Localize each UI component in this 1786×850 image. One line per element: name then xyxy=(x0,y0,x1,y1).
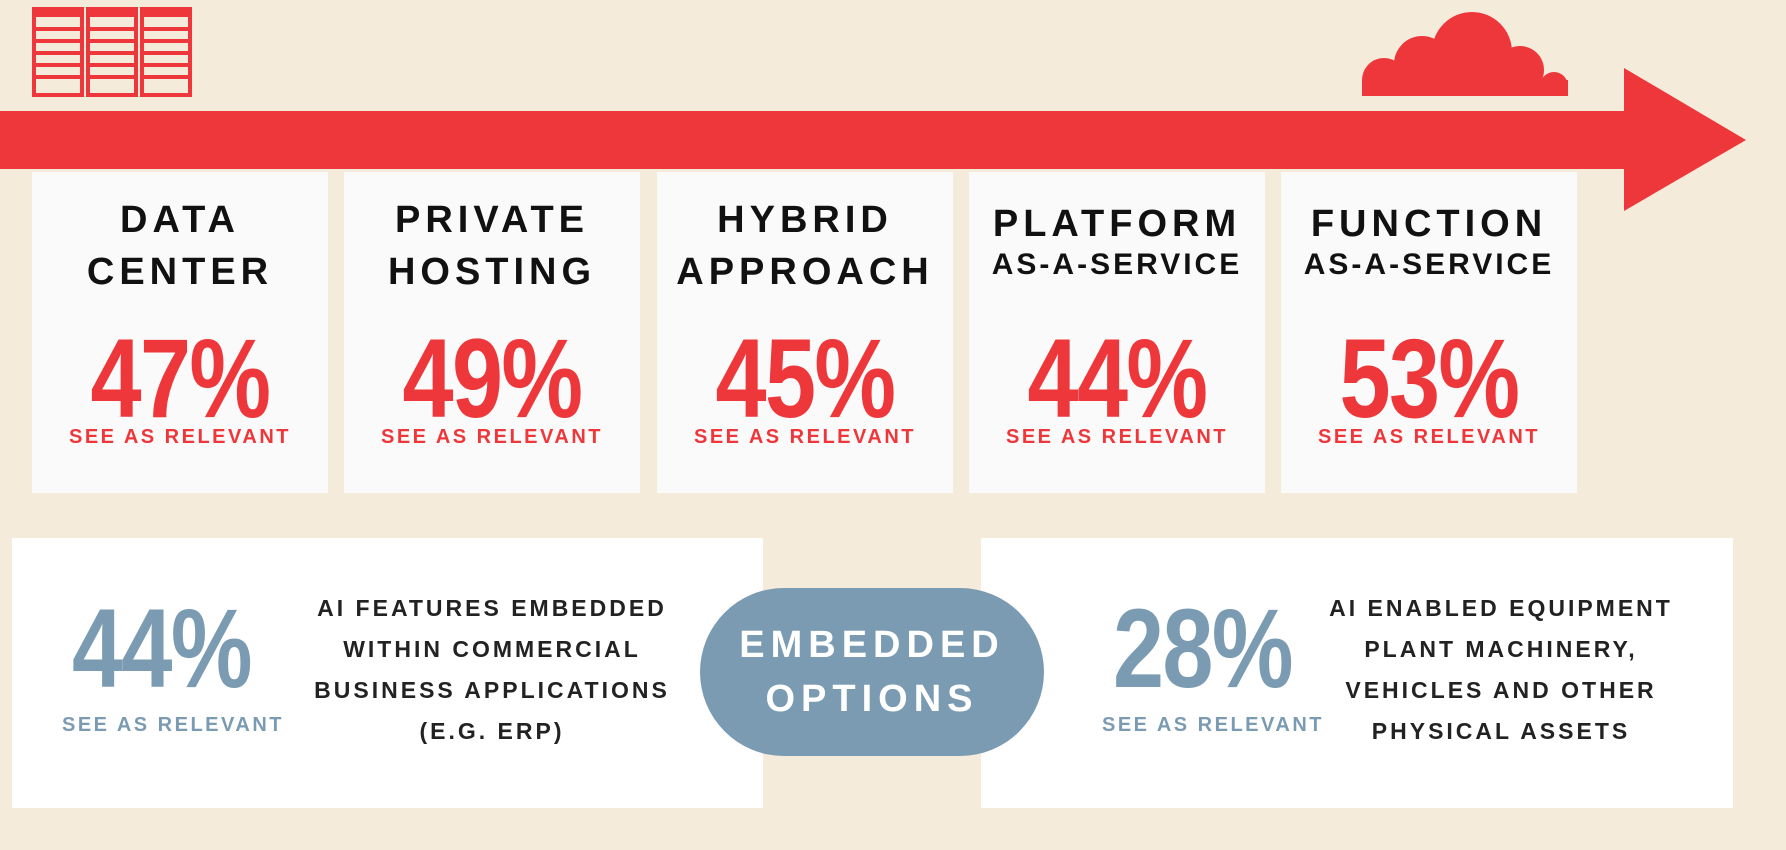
card-title-line2: AS-A-SERVICE xyxy=(1303,248,1555,281)
card-title-line1: DATA xyxy=(120,199,240,241)
description-line: PHYSICAL ASSETS xyxy=(1371,718,1631,744)
server-rack-icon xyxy=(32,7,192,97)
card-title-line2: APPROACH xyxy=(676,251,934,293)
card-percent: 53% xyxy=(1339,316,1521,441)
description-line: AI ENABLED EQUIPMENT xyxy=(1329,595,1673,621)
card-title: HYBRID APPROACH xyxy=(657,194,953,298)
panel-percent: 28% xyxy=(1113,586,1294,711)
card-title: DATA CENTER xyxy=(32,194,328,298)
card-function-as-a-service: FUNCTION AS-A-SERVICE 53% SEE AS RELEVAN… xyxy=(1281,172,1577,493)
embedded-label-line1: EMBEDDED xyxy=(739,624,1005,666)
panel-description: AI ENABLED EQUIPMENT PLANT MACHINERY, VE… xyxy=(1301,588,1701,752)
card-percent: 44% xyxy=(1027,316,1209,441)
embedded-label-line2: OPTIONS xyxy=(765,678,979,720)
description-line: PLANT MACHINERY, xyxy=(1364,636,1638,662)
card-percent: 47% xyxy=(90,316,272,441)
description-line: WITHIN COMMERCIAL xyxy=(343,636,641,662)
card-relevant-label: SEE AS RELEVANT xyxy=(694,426,916,448)
description-line: (E.G. ERP) xyxy=(419,718,565,744)
physical-assets-panel: 28% SEE AS RELEVANT AI ENABLED EQUIPMENT… xyxy=(981,538,1733,808)
card-title-line2: HOSTING xyxy=(387,251,597,293)
panel-relevant-label: SEE AS RELEVANT xyxy=(1102,714,1324,736)
panel-percent: 44% xyxy=(72,586,253,711)
description-line: BUSINESS APPLICATIONS xyxy=(314,677,670,703)
panel-relevant-label: SEE AS RELEVANT xyxy=(62,714,284,736)
card-platform-as-a-service: PLATFORM AS-A-SERVICE 44% SEE AS RELEVAN… xyxy=(969,172,1265,493)
card-title-line2: CENTER xyxy=(86,251,274,293)
card-relevant-label: SEE AS RELEVANT xyxy=(1006,426,1228,448)
cloud-icon xyxy=(1362,12,1568,96)
card-relevant-label: SEE AS RELEVANT xyxy=(69,426,291,448)
card-title-line1: PLATFORM xyxy=(992,203,1242,245)
card-percent: 45% xyxy=(715,316,897,441)
description-line: AI FEATURES EMBEDDED xyxy=(317,595,667,621)
card-relevant-label: SEE AS RELEVANT xyxy=(381,426,603,448)
card-title-line1: HYBRID xyxy=(717,199,893,241)
embedded-business-apps-panel: 44% SEE AS RELEVANT AI FEATURES EMBEDDED… xyxy=(12,538,763,808)
panel-description: AI FEATURES EMBEDDED WITHIN COMMERCIAL B… xyxy=(282,588,702,752)
description-line: VEHICLES AND OTHER xyxy=(1345,677,1657,703)
card-title: PRIVATE HOSTING xyxy=(344,194,640,298)
card-data-center: DATA CENTER 47% SEE AS RELEVANT xyxy=(32,172,328,493)
card-title: PLATFORM AS-A-SERVICE xyxy=(969,194,1265,282)
card-title-line1: PRIVATE xyxy=(394,199,590,241)
card-private-hosting: PRIVATE HOSTING 49% SEE AS RELEVANT xyxy=(344,172,640,493)
card-hybrid-approach: HYBRID APPROACH 45% SEE AS RELEVANT xyxy=(657,172,953,493)
card-title: FUNCTION AS-A-SERVICE xyxy=(1281,194,1577,282)
card-relevant-label: SEE AS RELEVANT xyxy=(1318,426,1540,448)
card-title-line2: AS-A-SERVICE xyxy=(991,248,1243,281)
right-arrow-banner xyxy=(0,68,1746,211)
card-title-line1: FUNCTION xyxy=(1310,203,1548,245)
card-percent: 49% xyxy=(402,316,584,441)
embedded-options-badge: EMBEDDED OPTIONS xyxy=(700,588,1044,756)
